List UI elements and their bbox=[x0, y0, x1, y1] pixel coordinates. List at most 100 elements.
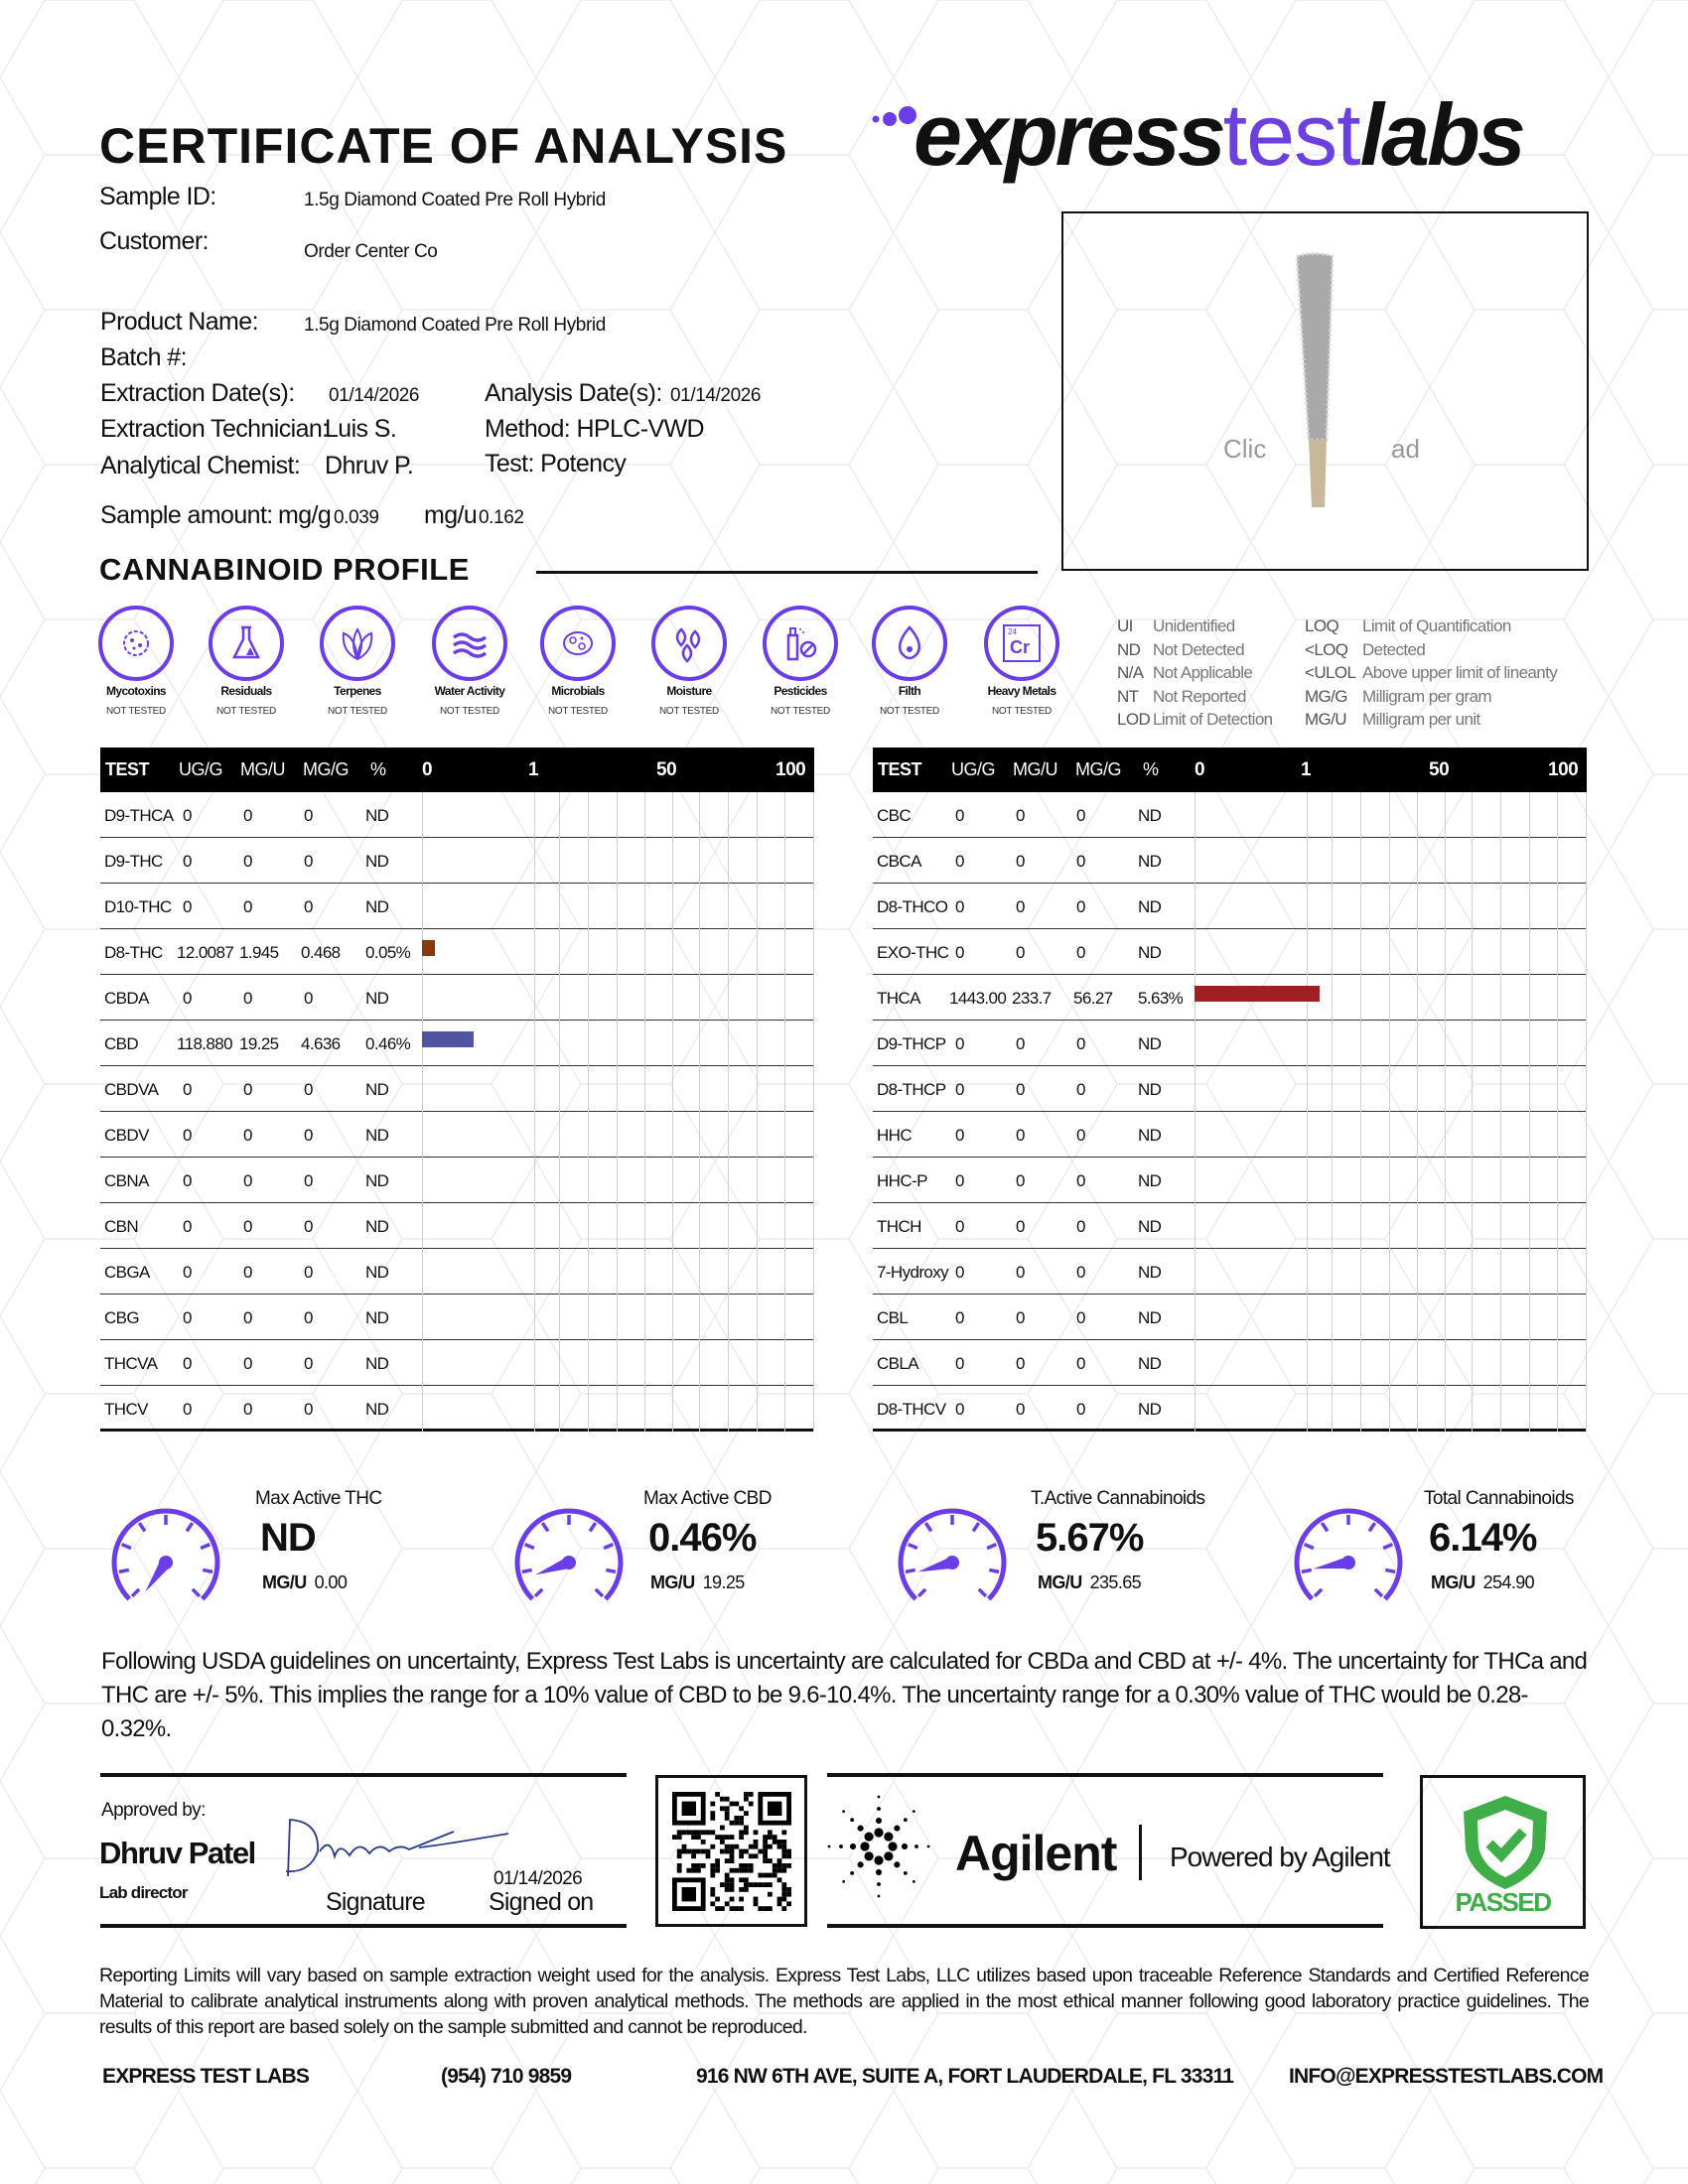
grid-line bbox=[1445, 929, 1446, 975]
spray-icon bbox=[763, 606, 838, 681]
grid-line bbox=[699, 929, 700, 975]
grid-line bbox=[1557, 1340, 1558, 1386]
legend-abbreviation: ND bbox=[1117, 639, 1141, 659]
summary-value: 5.67% bbox=[1036, 1516, 1144, 1560]
cell-mg-u: 0 bbox=[243, 1080, 252, 1099]
legend-description: Not Applicable bbox=[1153, 663, 1253, 682]
scale-tick-label: 1 bbox=[528, 759, 539, 780]
product-image-frame[interactable]: Clic ad bbox=[1061, 211, 1589, 571]
grid-line bbox=[534, 792, 535, 838]
grid-line bbox=[1332, 975, 1333, 1021]
grid-line bbox=[644, 1386, 645, 1432]
grid-line bbox=[644, 1112, 645, 1158]
cell-pct: ND bbox=[365, 1171, 389, 1190]
approval-bottom-line bbox=[100, 1924, 627, 1928]
table-row: D10-THC 0 0 0 ND bbox=[100, 884, 814, 929]
grid-line bbox=[1586, 1112, 1587, 1158]
page-title: CERTIFICATE OF ANALYSIS bbox=[99, 118, 788, 174]
cell-pct: ND bbox=[1138, 852, 1162, 871]
grid-line bbox=[672, 1386, 673, 1432]
approval-top-line bbox=[100, 1773, 627, 1777]
cell-mg-g: 0.468 bbox=[301, 943, 341, 962]
grid-line bbox=[1417, 1203, 1418, 1249]
grid-line bbox=[672, 1203, 673, 1249]
grid-line bbox=[1445, 975, 1446, 1021]
grid-line bbox=[422, 1340, 423, 1386]
grid-line bbox=[728, 884, 729, 929]
grid-line bbox=[644, 929, 645, 975]
cell-ug-g: 0 bbox=[955, 943, 964, 962]
table-row: HHC 0 0 0 ND bbox=[873, 1112, 1587, 1158]
grid-line bbox=[1332, 792, 1333, 838]
sample-id-label: Sample ID: bbox=[99, 183, 216, 210]
grid-line bbox=[1472, 1158, 1473, 1203]
cell-test: EXO-THC bbox=[877, 943, 949, 962]
grid-line bbox=[1500, 838, 1501, 884]
element-symbol: Cr bbox=[1010, 637, 1031, 657]
grid-line bbox=[617, 929, 618, 975]
grid-line bbox=[1500, 1158, 1501, 1203]
cell-ug-g: 118.880 bbox=[177, 1034, 233, 1053]
grid-line bbox=[1586, 1066, 1587, 1112]
pre-roll-image bbox=[1295, 252, 1335, 507]
column-header-pct: % bbox=[1143, 759, 1159, 779]
cell-mg-u: 233.7 bbox=[1012, 989, 1052, 1008]
grid-line bbox=[1360, 975, 1361, 1021]
contact-company: EXPRESS TEST LABS bbox=[102, 2065, 310, 2088]
qr-code-frame[interactable] bbox=[655, 1775, 807, 1927]
legend-abbreviation: LOQ bbox=[1305, 616, 1339, 635]
grid-line bbox=[1195, 1295, 1196, 1340]
grid-line bbox=[1529, 975, 1530, 1021]
cell-pct: ND bbox=[1138, 1034, 1162, 1053]
grid-line bbox=[757, 1021, 758, 1066]
grid-line bbox=[728, 1021, 729, 1066]
grid-line bbox=[728, 1386, 729, 1432]
grid-line bbox=[784, 1386, 785, 1432]
legend-abbreviation: <LOQ bbox=[1305, 639, 1348, 659]
table-row: CBDVA 0 0 0 ND bbox=[100, 1066, 814, 1112]
grid-line bbox=[699, 1203, 700, 1249]
cell-mg-g: 0 bbox=[1076, 1263, 1085, 1282]
legend-description: Limit of Quantification bbox=[1362, 616, 1511, 635]
cell-mg-g: 0 bbox=[1076, 897, 1085, 916]
scale-tick-label: 1 bbox=[1301, 759, 1312, 780]
qr-code[interactable] bbox=[672, 1792, 791, 1911]
grid-line bbox=[728, 929, 729, 975]
grid-line bbox=[1445, 884, 1446, 929]
grid-line bbox=[784, 792, 785, 838]
logo-labs: labs bbox=[1359, 85, 1526, 184]
table-row: CBD 118.880 19.25 4.636 0.46% bbox=[100, 1021, 814, 1066]
grid-line bbox=[1445, 1340, 1446, 1386]
grid-line bbox=[1529, 1066, 1530, 1112]
cell-ug-g: 0 bbox=[183, 1308, 192, 1327]
cell-test: THCA bbox=[877, 989, 920, 1008]
cell-mg-u: 0 bbox=[1016, 1308, 1025, 1327]
cell-mg-u: 0 bbox=[243, 1263, 252, 1282]
cell-test: D9-THCA bbox=[104, 806, 174, 825]
legend-description: Milligram per unit bbox=[1362, 710, 1480, 729]
summary-mgu-label: MG/U bbox=[1431, 1572, 1476, 1592]
droplets-icon bbox=[651, 606, 727, 681]
test-label: Test: Potency bbox=[485, 450, 627, 478]
summary-mgu: MG/U 0.00 bbox=[262, 1572, 348, 1593]
grid-line bbox=[644, 975, 645, 1021]
grid-line bbox=[728, 1203, 729, 1249]
grid-line bbox=[784, 1066, 785, 1112]
grid-line bbox=[728, 1340, 729, 1386]
grid-line bbox=[672, 1066, 673, 1112]
method-label: Method: HPLC-VWD bbox=[485, 415, 705, 443]
grid-line bbox=[1557, 929, 1558, 975]
water-icon bbox=[432, 606, 507, 681]
legend-description: Milligram per gram bbox=[1362, 686, 1492, 706]
agilent-bottom-line bbox=[827, 1924, 1383, 1928]
cell-mg-u: 0 bbox=[1016, 943, 1025, 962]
grid-line bbox=[699, 1295, 700, 1340]
grid-line bbox=[813, 1203, 814, 1249]
grid-line bbox=[1360, 884, 1361, 929]
grid-line bbox=[1389, 1295, 1390, 1340]
contact-phone[interactable]: (954) 710 9859 bbox=[441, 2065, 572, 2088]
table-row: HHC-P 0 0 0 ND bbox=[873, 1158, 1587, 1203]
grid-line bbox=[1472, 1249, 1473, 1295]
cell-pct: ND bbox=[365, 1400, 389, 1419]
contact-email[interactable]: INFO@EXPRESSTESTLABS.COM bbox=[1289, 2065, 1604, 2088]
